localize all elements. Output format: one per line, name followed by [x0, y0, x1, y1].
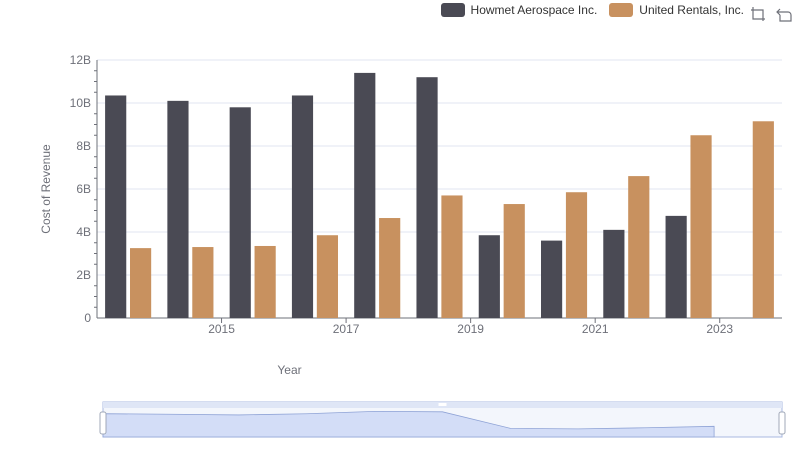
bar-united-rentals-2016[interactable] — [254, 245, 276, 318]
bar-howmet-2017[interactable] — [291, 95, 314, 318]
legend-item-united-rentals[interactable]: United Rentals, Inc. — [609, 3, 744, 17]
x-tick-label: 2019 — [457, 322, 484, 336]
y-tick-label: 10B — [70, 96, 91, 110]
bar-united-rentals-2024[interactable] — [752, 121, 774, 319]
bar-united-rentals-2020[interactable] — [503, 204, 525, 318]
datazoom-handle-right[interactable] — [778, 411, 786, 435]
bar-united-rentals-2023[interactable] — [690, 135, 712, 318]
y-tick-label: 8B — [76, 139, 91, 153]
bar-united-rentals-2018[interactable] — [379, 218, 401, 318]
bar-howmet-2016[interactable] — [229, 107, 251, 318]
bar-howmet-2022[interactable] — [603, 229, 625, 318]
restore-icon[interactable] — [776, 6, 792, 22]
bar-united-rentals-2021[interactable] — [565, 192, 588, 318]
x-tick-label: 2017 — [333, 322, 360, 336]
legend-item-howmet[interactable]: Howmet Aerospace Inc. — [440, 3, 598, 17]
x-axis-title: Year — [277, 363, 301, 377]
y-tick-label: 2B — [76, 268, 91, 282]
bar-howmet-2019[interactable] — [416, 77, 438, 318]
bar-howmet-2021[interactable] — [541, 240, 563, 318]
toolbox — [750, 6, 792, 22]
legend: Howmet Aerospace Inc. United Rentals, In… — [440, 3, 744, 17]
zoom-icon[interactable] — [750, 6, 766, 22]
bar-united-rentals-2014[interactable] — [130, 248, 152, 318]
bar-howmet-2023[interactable] — [665, 215, 687, 318]
y-tick-label: 12B — [70, 53, 91, 67]
bar-howmet-2020[interactable] — [478, 235, 500, 318]
y-tick-label: 0 — [84, 311, 91, 325]
legend-swatch-united-rentals — [609, 3, 634, 17]
bar-united-rentals-2022[interactable] — [628, 176, 650, 318]
datazoom-handle-left[interactable] — [99, 411, 107, 435]
legend-swatch-howmet — [440, 3, 465, 17]
bar-howmet-2014[interactable] — [105, 95, 127, 318]
bar-united-rentals-2017[interactable] — [316, 235, 338, 318]
legend-label-united-rentals: United Rentals, Inc. — [639, 3, 744, 17]
bar-united-rentals-2015[interactable] — [192, 247, 214, 318]
x-tick-label: 2023 — [706, 322, 733, 336]
bar-howmet-2015[interactable] — [167, 100, 189, 318]
datazoom-move-grip[interactable] — [438, 403, 447, 406]
bar-united-rentals-2019[interactable] — [441, 195, 463, 318]
datazoom-preview-area — [102, 410, 715, 438]
y-axis-title: Cost of Revenue — [39, 144, 53, 234]
x-tick-label: 2021 — [582, 322, 609, 336]
x-tick-label: 2015 — [208, 322, 235, 336]
legend-label-howmet: Howmet Aerospace Inc. — [470, 3, 598, 17]
y-tick-label: 4B — [76, 225, 91, 239]
y-tick-label: 6B — [76, 182, 91, 196]
bar-howmet-2018[interactable] — [354, 72, 376, 319]
